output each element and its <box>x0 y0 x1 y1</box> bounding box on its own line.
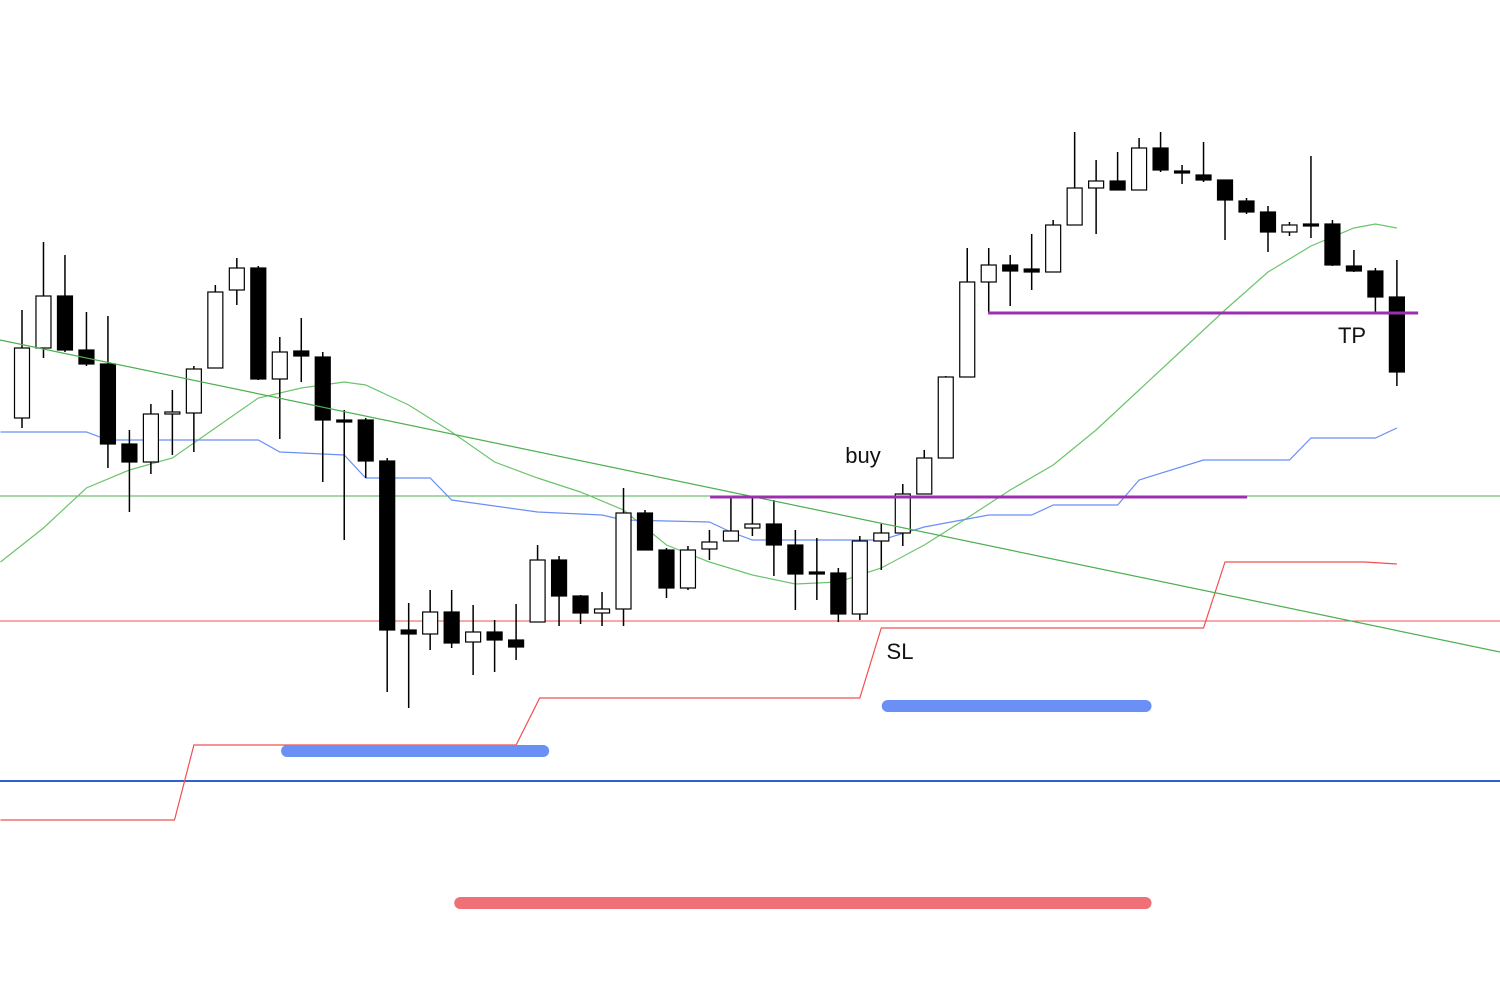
candle-body <box>1002 264 1019 272</box>
candle-body <box>1088 180 1105 189</box>
candle-body <box>379 460 396 631</box>
candle-body <box>787 544 804 575</box>
candle-body <box>336 419 353 423</box>
candle-body <box>615 512 632 610</box>
candle-body <box>1066 187 1083 226</box>
candle-body <box>701 541 718 550</box>
candle-body <box>35 295 52 349</box>
candle-body <box>550 559 568 597</box>
annotation: TP <box>1338 323 1366 348</box>
candle-body <box>1045 224 1062 273</box>
candle-body <box>1259 211 1277 233</box>
candle-body <box>658 549 675 589</box>
candle-body <box>507 639 525 648</box>
candle-body <box>894 493 911 534</box>
candle-body <box>765 523 782 546</box>
candle-body <box>959 281 976 378</box>
candle-body <box>572 595 589 614</box>
candle-body <box>121 443 138 463</box>
candle-body <box>1216 179 1234 201</box>
candle-body <box>1302 223 1320 227</box>
candle-body <box>1388 296 1405 373</box>
annotation: SL <box>887 639 914 664</box>
candle-body <box>99 363 117 445</box>
candle-body <box>250 267 267 380</box>
candle-body <box>722 530 740 542</box>
candle-body <box>1281 224 1298 233</box>
candle-body <box>679 549 697 589</box>
candle-body <box>486 631 503 641</box>
candle-body <box>228 267 245 291</box>
candle-body <box>465 631 482 643</box>
candle-body <box>400 629 417 635</box>
candle-body <box>357 419 374 462</box>
candle-body <box>164 411 181 415</box>
indicator-line <box>0 561 1397 821</box>
candle-body <box>593 608 611 614</box>
candle-body <box>1173 170 1191 174</box>
candle-body <box>185 368 202 414</box>
candle-body <box>851 540 868 615</box>
candle-body <box>142 413 159 463</box>
candle-body <box>808 571 825 575</box>
candle-body <box>56 295 74 351</box>
indicator-line <box>0 223 1398 585</box>
candle-body <box>1238 200 1255 213</box>
candle-body <box>916 457 933 495</box>
candle-body <box>314 356 331 421</box>
candle-body <box>636 512 654 551</box>
annotation: buy <box>845 443 880 468</box>
candle-body <box>1152 147 1169 171</box>
candle-body <box>937 376 954 459</box>
candle-body <box>207 291 224 369</box>
candle-body <box>980 264 997 283</box>
candle-body <box>1367 270 1384 298</box>
candle-body <box>1324 223 1341 266</box>
candle-body <box>830 572 847 615</box>
candle-body <box>1195 174 1212 181</box>
candle-body <box>873 532 890 542</box>
candle-body <box>1109 180 1126 191</box>
candle-body <box>1023 268 1040 273</box>
candle-body <box>529 559 546 623</box>
candle-body <box>13 347 31 419</box>
candle-body <box>422 611 439 635</box>
candle-body <box>1345 265 1363 272</box>
candle-body <box>443 611 460 644</box>
candle-body <box>271 351 288 380</box>
candle-body <box>293 350 310 357</box>
candle-body <box>1130 147 1148 191</box>
candle-body <box>744 523 761 529</box>
